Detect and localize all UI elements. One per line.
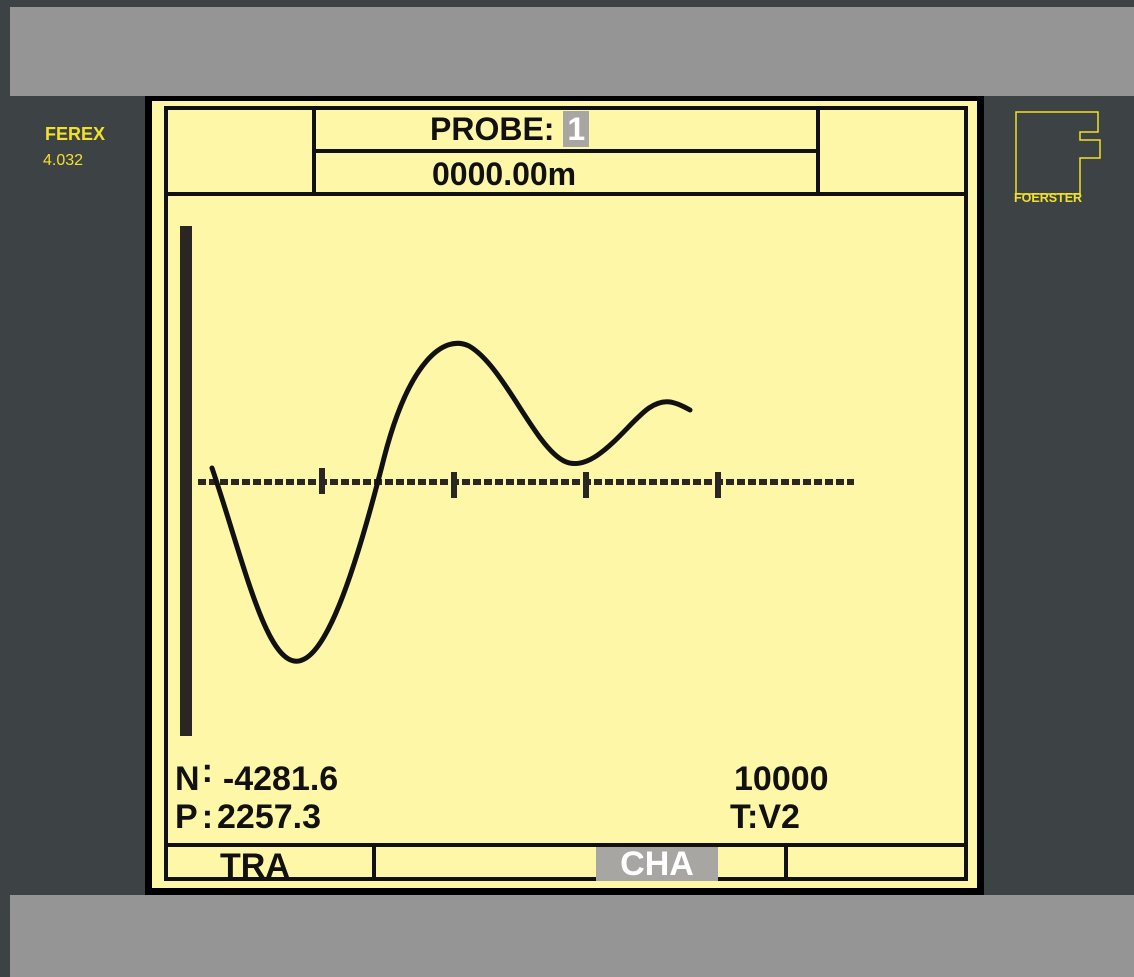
mode-readout: T:V2 xyxy=(730,798,800,836)
tick-3 xyxy=(583,472,589,498)
lcd-area xyxy=(152,101,977,888)
left-panel xyxy=(10,96,145,895)
tick-1 xyxy=(319,468,325,494)
distance-readout: 0000.00m xyxy=(432,156,577,192)
softkey-divider xyxy=(164,843,968,847)
top-bar xyxy=(10,7,1134,96)
softkey-tra[interactable]: TRA xyxy=(220,847,290,885)
softkey-2[interactable] xyxy=(380,849,592,879)
softkey-sep-3 xyxy=(784,847,788,881)
tick-2 xyxy=(451,472,457,498)
n-readout: N: -4281.6 xyxy=(175,752,339,798)
header-row-divider xyxy=(312,149,820,153)
probe-value[interactable]: 1 xyxy=(563,111,590,147)
logo-text: FOERSTER xyxy=(1014,191,1082,205)
probe-label: PROBE: 1 xyxy=(430,111,590,147)
softkey-sep-1 xyxy=(372,847,376,881)
softkey-cha[interactable]: CHA xyxy=(596,847,718,881)
signal-graph xyxy=(180,226,854,736)
p-readout: P:2257.3 xyxy=(175,798,322,836)
softkey-4[interactable] xyxy=(792,849,962,879)
signal-curve xyxy=(209,340,693,664)
bottom-bar xyxy=(10,895,1134,977)
tick-4 xyxy=(715,472,721,498)
foerster-logo: FOERSTER xyxy=(1014,111,1101,205)
brand-name: FEREX xyxy=(45,124,106,144)
range-readout: 10000 xyxy=(734,760,829,798)
brand-version: 4.032 xyxy=(43,152,84,169)
right-panel xyxy=(984,96,1134,895)
signal-bar xyxy=(180,226,192,736)
